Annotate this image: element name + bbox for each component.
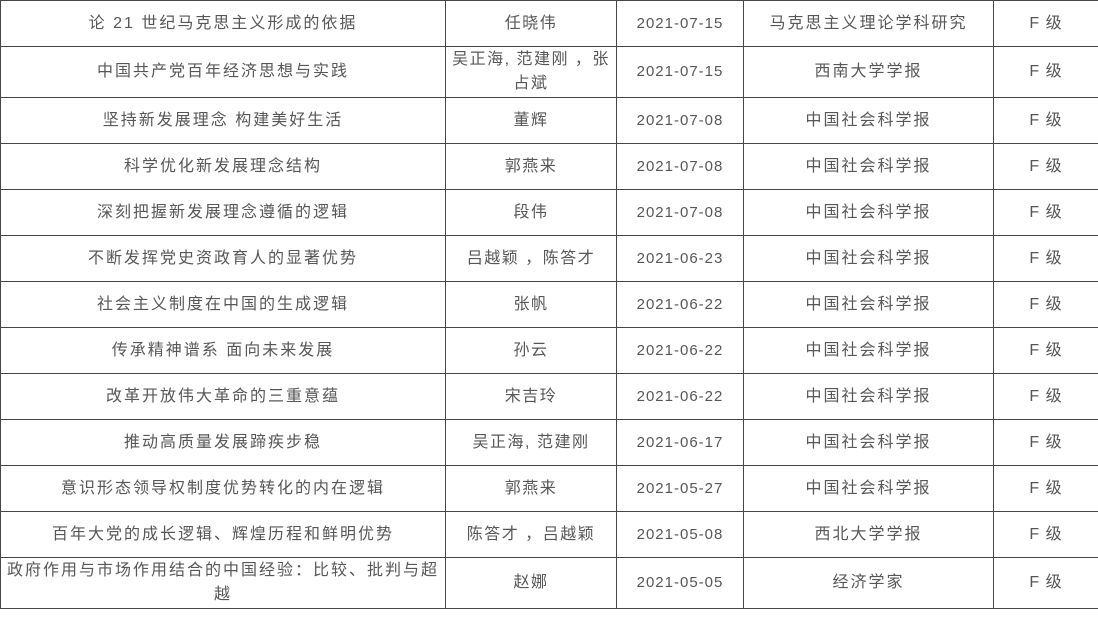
- authors: 任晓伟: [445, 0, 617, 47]
- grade: F 级: [993, 281, 1098, 328]
- table-row: 政府作用与市场作用结合的中国经验：比较、批判与超越 赵娜 2021-05-05 …: [0, 557, 1098, 609]
- table-row: 传承精神谱系 面向未来发展 孙云 2021-06-22 中国社会科学报 F 级: [0, 327, 1098, 374]
- article-title: 科学优化新发展理念结构: [0, 143, 446, 190]
- article-title: 政府作用与市场作用结合的中国经验：比较、批判与超越: [0, 557, 446, 609]
- publish-date: 2021-05-05: [616, 557, 744, 609]
- table-row: 意识形态领导权制度优势转化的内在逻辑 郭燕来 2021-05-27 中国社会科学…: [0, 465, 1098, 512]
- grade: F 级: [993, 0, 1098, 47]
- publish-date: 2021-06-22: [616, 327, 744, 374]
- grade: F 级: [993, 189, 1098, 236]
- grade: F 级: [993, 373, 1098, 420]
- grade: F 级: [993, 511, 1098, 558]
- grade: F 级: [993, 465, 1098, 512]
- publish-date: 2021-07-15: [616, 0, 744, 47]
- table-row: 不断发挥党史资政育人的显著优势 吕越颖 ，陈答才 2021-06-23 中国社会…: [0, 235, 1098, 282]
- article-title: 不断发挥党史资政育人的显著优势: [0, 235, 446, 282]
- journal-name: 西北大学学报: [743, 511, 994, 558]
- authors: 陈答才 ，吕越颖: [445, 511, 617, 558]
- grade: F 级: [993, 419, 1098, 466]
- authors: 郭燕来: [445, 143, 617, 190]
- table-row: 论 21 世纪马克思主义形成的依据 任晓伟 2021-07-15 马克思主义理论…: [0, 0, 1098, 47]
- publish-date: 2021-07-08: [616, 97, 744, 144]
- article-title: 意识形态领导权制度优势转化的内在逻辑: [0, 465, 446, 512]
- grade: F 级: [993, 557, 1098, 609]
- article-title: 坚持新发展理念 构建美好生活: [0, 97, 446, 144]
- article-title: 百年大党的成长逻辑、辉煌历程和鲜明优势: [0, 511, 446, 558]
- article-title: 社会主义制度在中国的生成逻辑: [0, 281, 446, 328]
- table-row: 改革开放伟大革命的三重意蕴 宋吉玲 2021-06-22 中国社会科学报 F 级: [0, 373, 1098, 420]
- publish-date: 2021-06-22: [616, 281, 744, 328]
- authors: 段伟: [445, 189, 617, 236]
- publish-date: 2021-05-08: [616, 511, 744, 558]
- publish-date: 2021-06-23: [616, 235, 744, 282]
- journal-name: 中国社会科学报: [743, 419, 994, 466]
- authors: 吕越颖 ，陈答才: [445, 235, 617, 282]
- journal-name: 中国社会科学报: [743, 373, 994, 420]
- table-row: 坚持新发展理念 构建美好生活 董辉 2021-07-08 中国社会科学报 F 级: [0, 97, 1098, 144]
- publish-date: 2021-05-27: [616, 465, 744, 512]
- table-row: 科学优化新发展理念结构 郭燕来 2021-07-08 中国社会科学报 F 级: [0, 143, 1098, 190]
- journal-name: 中国社会科学报: [743, 281, 994, 328]
- journal-name: 中国社会科学报: [743, 235, 994, 282]
- journal-name: 中国社会科学报: [743, 143, 994, 190]
- article-title: 改革开放伟大革命的三重意蕴: [0, 373, 446, 420]
- journal-name: 经济学家: [743, 557, 994, 609]
- journal-name: 中国社会科学报: [743, 189, 994, 236]
- authors: 董辉: [445, 97, 617, 144]
- publish-date: 2021-07-08: [616, 189, 744, 236]
- article-title: 推动高质量发展蹄疾步稳: [0, 419, 446, 466]
- authors: 赵娜: [445, 557, 617, 609]
- article-title: 传承精神谱系 面向未来发展: [0, 327, 446, 374]
- article-title: 中国共产党百年经济思想与实践: [0, 46, 446, 98]
- publish-date: 2021-06-17: [616, 419, 744, 466]
- publish-date: 2021-07-15: [616, 46, 744, 98]
- journal-name: 中国社会科学报: [743, 97, 994, 144]
- grade: F 级: [993, 143, 1098, 190]
- publish-date: 2021-07-08: [616, 143, 744, 190]
- grade: F 级: [993, 97, 1098, 144]
- table-row: 推动高质量发展蹄疾步稳 吴正海, 范建刚 2021-06-17 中国社会科学报 …: [0, 419, 1098, 466]
- article-title: 深刻把握新发展理念遵循的逻辑: [0, 189, 446, 236]
- authors: 吴正海, 范建刚 ，张占斌: [445, 46, 617, 98]
- authors: 郭燕来: [445, 465, 617, 512]
- authors: 吴正海, 范建刚: [445, 419, 617, 466]
- table-row: 社会主义制度在中国的生成逻辑 张帆 2021-06-22 中国社会科学报 F 级: [0, 281, 1098, 328]
- journal-name: 中国社会科学报: [743, 465, 994, 512]
- journal-name: 中国社会科学报: [743, 327, 994, 374]
- table-row: 中国共产党百年经济思想与实践 吴正海, 范建刚 ，张占斌 2021-07-15 …: [0, 46, 1098, 98]
- table-row: 百年大党的成长逻辑、辉煌历程和鲜明优势 陈答才 ，吕越颖 2021-05-08 …: [0, 511, 1098, 558]
- grade: F 级: [993, 46, 1098, 98]
- authors: 孙云: [445, 327, 617, 374]
- article-title: 论 21 世纪马克思主义形成的依据: [0, 0, 446, 47]
- journal-name: 西南大学学报: [743, 46, 994, 98]
- authors: 张帆: [445, 281, 617, 328]
- authors: 宋吉玲: [445, 373, 617, 420]
- table-row: 深刻把握新发展理念遵循的逻辑 段伟 2021-07-08 中国社会科学报 F 级: [0, 189, 1098, 236]
- publish-date: 2021-06-22: [616, 373, 744, 420]
- grade: F 级: [993, 235, 1098, 282]
- grade: F 级: [993, 327, 1098, 374]
- journal-name: 马克思主义理论学科研究: [743, 0, 994, 47]
